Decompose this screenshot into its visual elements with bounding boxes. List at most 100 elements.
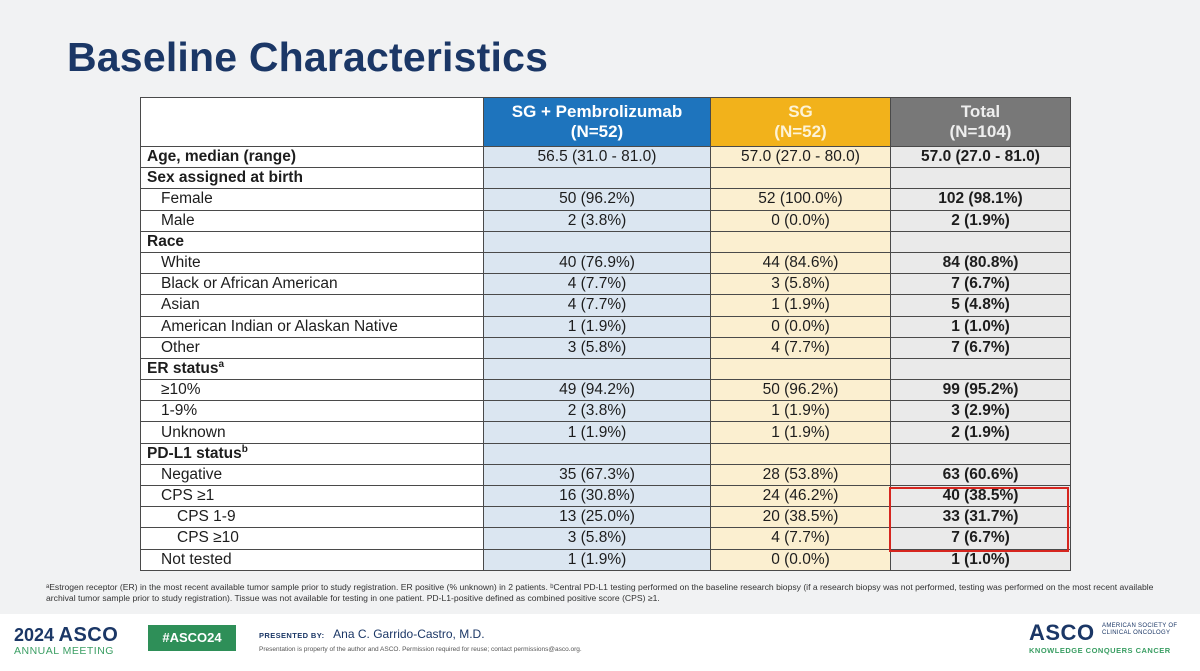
table-row: Female 50 (96.2%) 52 (100.0%) 102 (98.1%)	[140, 188, 1071, 211]
cell-total: 5 (4.8%)	[890, 294, 1071, 317]
cell-sg-pembrolizumab	[483, 167, 711, 190]
cell-sg: 44 (84.6%)	[710, 251, 891, 275]
cell-sg-pembrolizumab	[483, 357, 711, 381]
presenter-name: Ana C. Garrido-Castro, M.D.	[333, 627, 485, 641]
table-row: CPS ≥10 3 (5.8%) 4 (7.7%) 7 (6.7%)	[140, 527, 1071, 550]
row-label-text: White	[161, 254, 201, 272]
cell-total	[890, 167, 1071, 190]
asco-brand: ASCO	[1029, 620, 1095, 645]
table-row: American Indian or Alaskan Native 1 (1.9%…	[140, 315, 1071, 338]
header-blank-cell	[140, 97, 484, 147]
cell-sg-pembrolizumab: 1 (1.9%)	[483, 421, 711, 444]
row-label: Unknown	[140, 421, 484, 444]
row-label: Negative	[140, 463, 484, 487]
row-label: CPS 1-9	[140, 506, 484, 529]
cell-total: 99 (95.2%)	[890, 379, 1071, 402]
table-row: Other 3 (5.8%) 4 (7.7%) 7 (6.7%)	[140, 336, 1071, 359]
cell-sg-pembrolizumab: 50 (96.2%)	[483, 188, 711, 211]
meeting-year: 2024	[14, 625, 55, 645]
row-label: Not tested	[140, 548, 484, 571]
row-label: Age, median (range)	[140, 145, 484, 169]
row-label-text: CPS ≥1	[161, 487, 215, 505]
row-label-text: Black or African American	[161, 275, 338, 293]
cell-sg-pembrolizumab: 2 (3.8%)	[483, 209, 711, 232]
cell-sg: 4 (7.7%)	[710, 527, 891, 550]
cell-sg: 24 (46.2%)	[710, 484, 891, 508]
asco-logo: ASCO AMERICAN SOCIETY OF CLINICAL ONCOLO…	[1029, 620, 1177, 655]
cell-total	[890, 442, 1071, 465]
cell-sg: 0 (0.0%)	[710, 315, 891, 338]
table-row: 1-9% 2 (3.8%) 1 (1.9%) 3 (2.9%)	[140, 400, 1071, 423]
meeting-sub: ANNUAL MEETING	[14, 645, 114, 657]
row-label: Race	[140, 230, 484, 253]
cell-sg: 1 (1.9%)	[710, 400, 891, 423]
asco-society-line2: CLINICAL ONCOLOGY	[1102, 630, 1171, 636]
cell-sg-pembrolizumab	[483, 442, 711, 465]
row-label-text: Female	[161, 190, 213, 208]
footnote: ᵃEstrogen receptor (ER) in the most rece…	[46, 582, 1154, 603]
cell-sg-pembrolizumab: 3 (5.8%)	[483, 527, 711, 550]
cell-sg-pembrolizumab: 1 (1.9%)	[483, 548, 711, 571]
row-label-text: Other	[161, 338, 200, 356]
row-label: American Indian or Alaskan Native	[140, 315, 484, 338]
row-label-text: Sex assigned at birth	[147, 169, 303, 187]
row-label-text: CPS ≥10	[177, 529, 239, 547]
cell-total: 102 (98.1%)	[890, 188, 1071, 211]
cell-sg: 57.0 (27.0 - 80.0)	[710, 145, 891, 169]
cell-sg-pembrolizumab: 35 (67.3%)	[483, 463, 711, 487]
row-label: ER statusa	[140, 357, 484, 381]
cell-sg	[710, 357, 891, 381]
table-row: Black or African American 4 (7.7%) 3 (5.8%…	[140, 273, 1071, 296]
cell-sg: 1 (1.9%)	[710, 421, 891, 444]
header-col-name: Total	[960, 102, 1001, 121]
row-label-text: ER status	[147, 359, 219, 377]
cell-sg-pembrolizumab: 4 (7.7%)	[483, 273, 711, 296]
asco-annual-meeting-logo: 2024 ASCO ANNUAL MEETING	[14, 624, 118, 657]
row-label: Black or African American	[140, 273, 484, 296]
table-row: CPS 1-9 13 (25.0%) 20 (38.5%) 33 (31.7%)	[140, 506, 1071, 529]
cell-sg	[710, 442, 891, 465]
table-row: Not tested 1 (1.9%) 0 (0.0%) 1 (1.0%)	[140, 548, 1071, 571]
table-row: Race	[140, 230, 1071, 253]
cell-sg: 4 (7.7%)	[710, 336, 891, 359]
row-label: 1-9%	[140, 400, 484, 423]
cell-sg	[710, 230, 891, 253]
cell-sg-pembrolizumab: 56.5 (31.0 - 81.0)	[483, 145, 711, 169]
row-label: Asian	[140, 294, 484, 317]
cell-sg: 0 (0.0%)	[710, 548, 891, 571]
cell-total: 63 (60.6%)	[890, 463, 1071, 487]
row-label-text: Not tested	[161, 550, 232, 568]
row-label-text: CPS 1-9	[177, 508, 236, 526]
header-sg-pembrolizumab: SG + Pembrolizumab (N=52)	[483, 97, 711, 147]
cell-sg: 20 (38.5%)	[710, 506, 891, 529]
header-col-name: SG	[788, 102, 813, 121]
table-row: Unknown 1 (1.9%) 1 (1.9%) 2 (1.9%)	[140, 421, 1071, 444]
header-sg: SG (N=52)	[710, 97, 891, 147]
footnote-marker: b	[241, 443, 248, 455]
row-label-text: Negative	[161, 465, 223, 483]
cell-sg-pembrolizumab: 1 (1.9%)	[483, 315, 711, 338]
asco-society-line1: AMERICAN SOCIETY OF	[1102, 623, 1178, 629]
header-col-n: (N=52)	[570, 122, 624, 141]
row-label: Male	[140, 209, 484, 232]
cell-total: 3 (2.9%)	[890, 400, 1071, 423]
cell-sg: 50 (96.2%)	[710, 379, 891, 402]
asco-tagline: KNOWLEDGE CONQUERS CANCER	[1029, 646, 1171, 655]
meeting-brand: ASCO	[58, 624, 119, 646]
table-row: White 40 (76.9%) 44 (84.6%) 84 (80.8%)	[140, 251, 1071, 275]
cell-total	[890, 357, 1071, 381]
cell-total: 7 (6.7%)	[890, 527, 1071, 550]
footnote-marker: a	[218, 358, 225, 370]
cell-sg: 28 (53.8%)	[710, 463, 891, 487]
cell-sg-pembrolizumab: 3 (5.8%)	[483, 336, 711, 359]
table-row: Male 2 (3.8%) 0 (0.0%) 2 (1.9%)	[140, 209, 1071, 232]
table-row: Negative 35 (67.3%) 28 (53.8%) 63 (60.6%)	[140, 463, 1071, 487]
row-label-text: PD-L1 status	[147, 444, 242, 462]
cell-total: 7 (6.7%)	[890, 273, 1071, 296]
table-header-row: SG + Pembrolizumab (N=52) SG (N=52) Tota…	[140, 97, 1071, 147]
row-label-text: 1-9%	[161, 402, 198, 420]
baseline-table: SG + Pembrolizumab (N=52) SG (N=52) Tota…	[140, 97, 1071, 571]
header-col-name: SG + Pembrolizumab	[511, 102, 683, 121]
cell-sg-pembrolizumab: 4 (7.7%)	[483, 294, 711, 317]
row-label: Female	[140, 188, 484, 211]
